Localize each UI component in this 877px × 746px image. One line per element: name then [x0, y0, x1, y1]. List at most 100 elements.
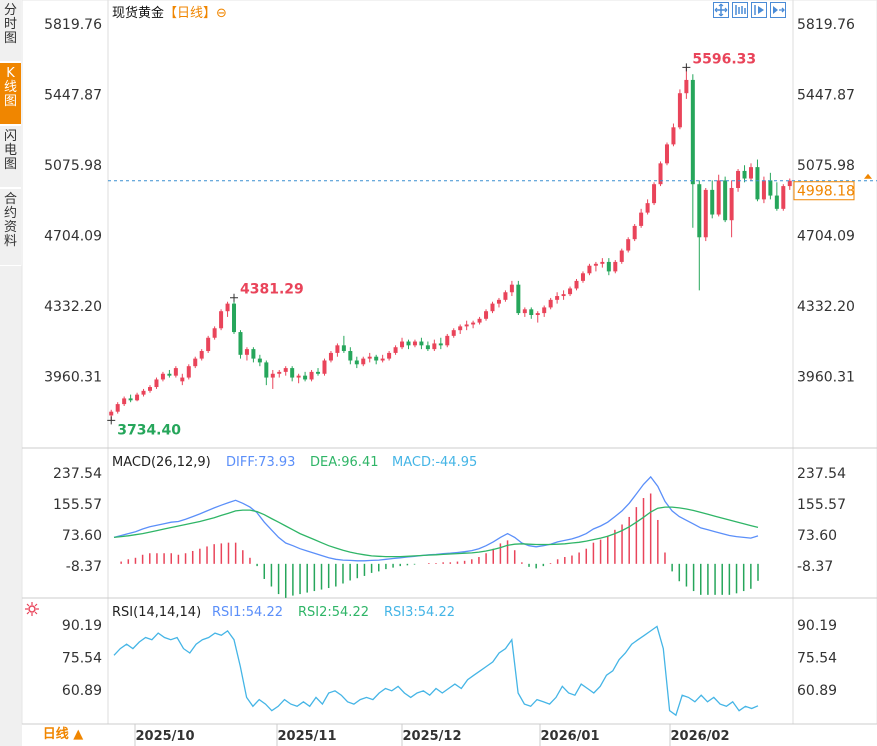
high-label: 5596.33 — [692, 51, 756, 67]
price-axis-tick-right: 5075.98 — [797, 158, 855, 174]
candle-body — [251, 349, 256, 359]
local-high-label: 4381.29 — [240, 282, 304, 298]
rsi-axis-tick-left: 60.89 — [62, 683, 102, 699]
macd-axis-tick-left: -8.37 — [66, 559, 102, 575]
candle-body — [458, 326, 463, 331]
candle-body — [723, 180, 728, 221]
date-axis-label: 2026/02 — [670, 729, 729, 744]
candle-body — [600, 261, 605, 264]
zoom-in-icon[interactable] — [751, 2, 767, 18]
side-tabs: 分时图 K线图 闪电图 合约资料 — [0, 0, 22, 266]
price-axis-tick-right: 5447.87 — [797, 88, 855, 104]
candle-body — [768, 180, 773, 196]
zoom-out-icon[interactable] — [732, 2, 748, 18]
tab-contract-info[interactable]: 合约资料 — [0, 189, 21, 266]
chart-toolbar — [713, 2, 789, 20]
candle-body — [270, 373, 275, 378]
period-label[interactable]: 【日线】 — [164, 6, 217, 21]
candle-body — [477, 318, 482, 323]
rsi-title: RSI(14,14,14) — [112, 605, 201, 620]
macd-axis-tick-left: 155.57 — [53, 497, 102, 513]
candle-body — [238, 332, 243, 355]
price-axis-tick-left: 3960.31 — [44, 370, 102, 386]
candle-body — [232, 303, 237, 333]
candle-body — [303, 375, 308, 380]
candle-body — [593, 263, 598, 266]
candle-body — [354, 360, 359, 365]
candle-body — [445, 335, 450, 346]
macd-diff-label: DIFF:73.93 — [226, 455, 295, 470]
macd-axis-tick-left: 237.54 — [53, 466, 102, 482]
high-marker — [682, 63, 691, 72]
candle-body — [316, 371, 321, 374]
candle-body — [755, 167, 760, 200]
macd-dea-label: DEA:96.41 — [310, 455, 379, 470]
candle-body — [535, 313, 540, 315]
candle-body — [716, 180, 721, 215]
price-axis-tick-left: 5075.98 — [44, 158, 102, 174]
instrument-name: 现货黄金 — [112, 6, 165, 21]
candle-body — [664, 144, 669, 164]
price-axis-tick-left: 5819.76 — [44, 17, 102, 33]
candle-body — [309, 371, 314, 380]
candle-body — [115, 404, 120, 412]
candle-body — [400, 341, 405, 348]
candle-body — [787, 180, 792, 187]
candle-body — [393, 347, 398, 353]
candle-body — [290, 368, 295, 378]
candle-body — [677, 93, 682, 128]
tab-lightning[interactable]: 闪电图 — [0, 126, 21, 188]
move-icon[interactable] — [713, 2, 729, 18]
current-price-tag — [793, 181, 855, 201]
candle-body — [264, 362, 269, 378]
candle-body — [419, 341, 424, 346]
chart-title: 现货黄金【日线】⊖ — [112, 2, 227, 21]
period-button[interactable]: 日线 ▲ — [42, 727, 84, 742]
macd-axis-tick-right: 73.60 — [797, 528, 837, 544]
zoom-out-icon[interactable]: ⊖ — [216, 6, 227, 21]
candle-body — [748, 167, 753, 179]
candle-body — [406, 341, 411, 346]
candle-body — [568, 288, 573, 295]
candle-body — [639, 212, 644, 226]
candle-body — [574, 280, 579, 289]
candle-body — [173, 368, 178, 376]
rsi-line — [113, 625, 759, 717]
tab-kline[interactable]: K线图 — [0, 63, 21, 125]
candle-body — [509, 284, 514, 293]
candle-body — [587, 265, 592, 274]
candle-body — [341, 345, 346, 352]
candle-body — [380, 358, 385, 361]
price-axis-tick-right: 5819.76 — [797, 17, 855, 33]
candle-body — [580, 273, 585, 281]
price-axis-tick-right: 4332.20 — [797, 299, 855, 315]
candle-body — [736, 170, 741, 188]
tab-timeshare[interactable]: 分时图 — [0, 0, 21, 62]
price-axis-tick-left: 5447.87 — [44, 88, 102, 104]
current-price-label: 4998.18 — [797, 184, 855, 200]
candle-body — [148, 387, 153, 391]
macd-value-label: MACD:-44.95 — [392, 455, 477, 470]
candle-body — [516, 284, 521, 314]
candle-body — [109, 411, 114, 416]
rsi2-label: RSI2:54.22 — [298, 605, 369, 620]
candle-body — [658, 163, 663, 185]
candle-body — [626, 239, 631, 251]
candle-body — [761, 180, 766, 200]
date-axis-label: 2025/11 — [277, 729, 336, 744]
candle-body — [652, 184, 657, 204]
candle-body — [548, 299, 553, 308]
candle-body — [490, 303, 495, 312]
candle-body — [128, 398, 133, 401]
candle-body — [335, 345, 340, 353]
rsi3-label: RSI3:54.22 — [384, 605, 455, 620]
candle-body — [496, 299, 501, 304]
candle-body — [180, 377, 185, 382]
candle-body — [632, 225, 637, 240]
next-icon[interactable] — [770, 2, 786, 18]
indicator-settings-icon[interactable] — [25, 602, 39, 616]
candle-body — [374, 356, 379, 361]
low-label: 3734.40 — [117, 422, 181, 438]
candle-body — [703, 189, 708, 238]
